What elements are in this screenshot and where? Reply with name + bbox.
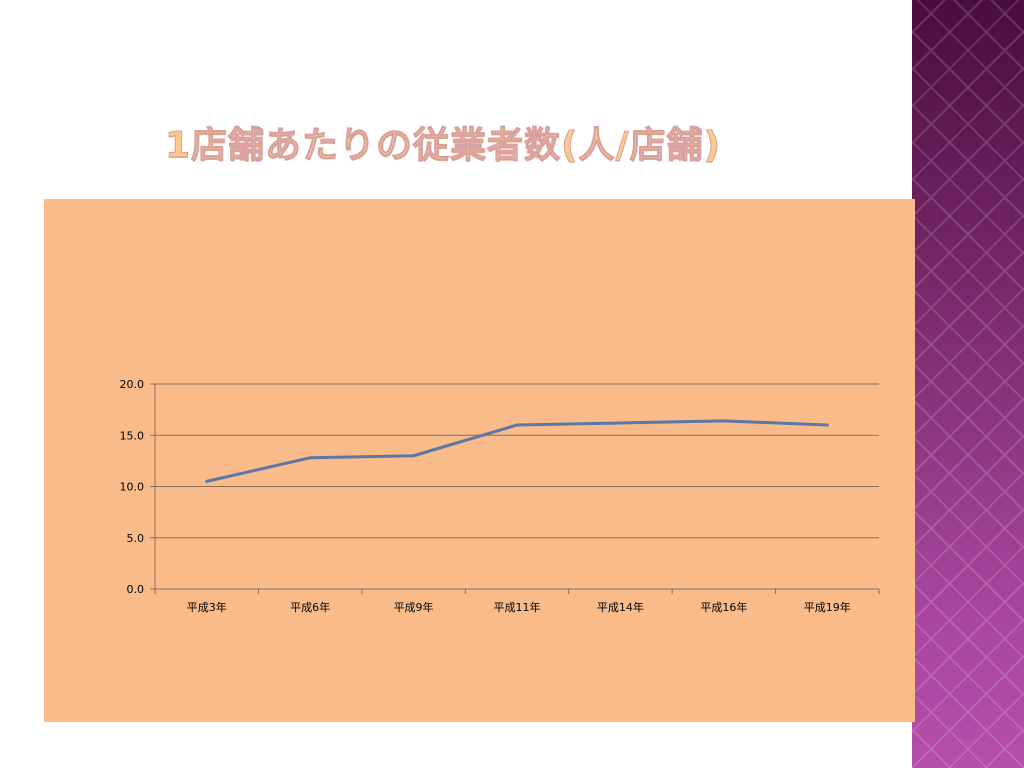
data-point xyxy=(722,419,726,423)
slide-title: 1店舗あたりの従業者数(人/店舗) xyxy=(164,125,722,167)
x-tick-label: 平成11年 xyxy=(494,600,541,614)
data-point xyxy=(825,423,829,427)
series-line xyxy=(206,419,828,483)
data-point xyxy=(515,423,519,427)
x-tick-label: 平成19年 xyxy=(804,600,851,614)
data-point xyxy=(412,454,416,458)
data-point xyxy=(308,456,312,460)
x-tick-label: 平成6年 xyxy=(290,600,330,614)
data-point xyxy=(618,421,622,425)
x-tick-label: 平成3年 xyxy=(187,600,227,614)
chart-panel xyxy=(44,199,915,722)
data-point xyxy=(205,479,209,483)
y-tick-label: 10.0 xyxy=(120,481,145,494)
decorative-sidebar xyxy=(912,0,1024,768)
y-tick-label: 5.0 xyxy=(127,532,145,545)
y-tick-label: 15.0 xyxy=(120,429,145,442)
x-tick-label: 平成14年 xyxy=(597,600,644,614)
y-tick-label: 20.0 xyxy=(120,378,145,391)
x-tick-label: 平成16年 xyxy=(700,600,747,614)
x-tick-label: 平成9年 xyxy=(394,600,434,614)
y-tick-label: 0.0 xyxy=(127,583,145,596)
